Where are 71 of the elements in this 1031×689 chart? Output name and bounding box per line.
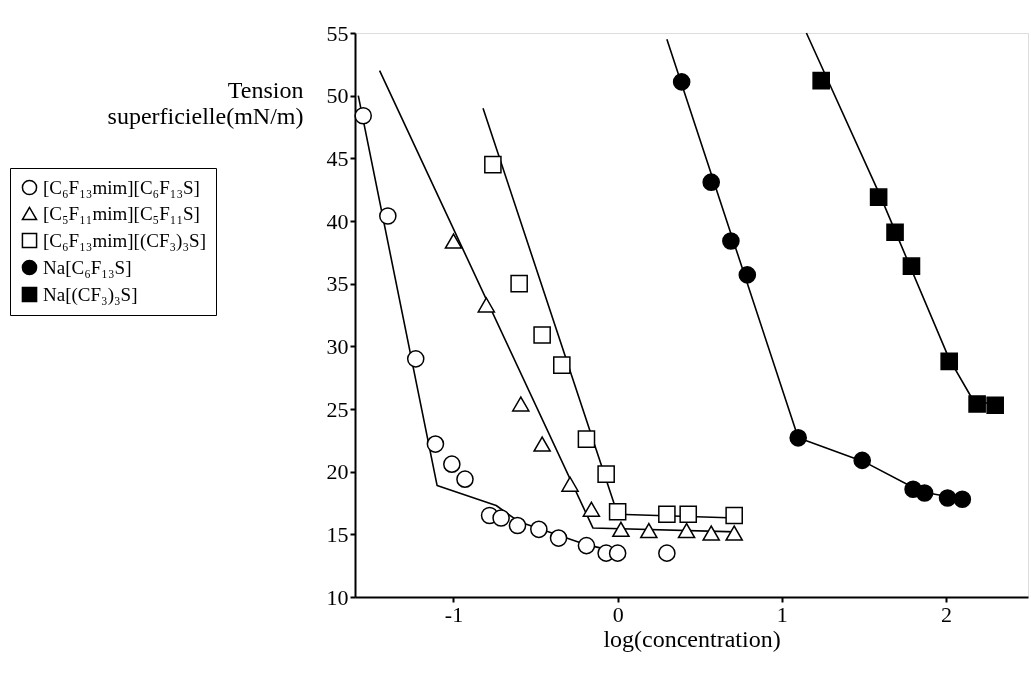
point xyxy=(612,521,630,538)
point xyxy=(725,525,743,541)
point xyxy=(886,223,904,242)
y-tick-label: 30 xyxy=(326,333,349,359)
x-tick-label: 1 xyxy=(776,601,788,627)
point xyxy=(561,476,579,492)
point xyxy=(444,233,463,249)
point xyxy=(508,516,527,535)
point xyxy=(938,489,957,507)
point xyxy=(597,465,615,483)
point xyxy=(533,436,551,452)
point xyxy=(940,352,959,371)
point xyxy=(869,188,888,206)
point xyxy=(658,505,676,524)
point xyxy=(426,435,445,453)
point xyxy=(902,257,921,275)
point xyxy=(553,356,571,374)
legend-label: [C₆F₁₃mim][(CF₃)₃S] xyxy=(43,229,206,252)
point xyxy=(477,297,496,313)
point xyxy=(533,326,551,344)
point xyxy=(722,232,740,250)
point xyxy=(679,505,698,524)
point xyxy=(658,544,676,562)
point xyxy=(577,536,596,555)
x-tick-label: 0 xyxy=(612,601,624,627)
legend-label: Na[C₆F₁₃S] xyxy=(43,256,132,278)
point xyxy=(640,522,658,539)
point xyxy=(968,395,986,413)
legend-label: [C₆F₁₃mim][C₆F₁₃S] xyxy=(43,176,200,198)
legend-label: Na[(CF₃)₃S] xyxy=(43,283,138,306)
point xyxy=(953,490,972,509)
point xyxy=(915,484,934,502)
y-tick-label: 50 xyxy=(326,83,349,109)
point xyxy=(492,509,510,527)
point xyxy=(582,501,601,517)
point xyxy=(511,396,530,412)
point xyxy=(456,470,474,488)
point xyxy=(986,396,1004,415)
legend-label: [C₅F₁₁mim][C₅F₁₁S] xyxy=(43,202,200,224)
point xyxy=(549,529,568,547)
point xyxy=(530,520,548,539)
point xyxy=(510,274,528,293)
y-tick-label: 55 xyxy=(326,20,349,46)
x-tick-label: 2 xyxy=(940,601,952,627)
y-tick-label: 10 xyxy=(326,584,349,610)
y-tick-label: 15 xyxy=(326,521,349,547)
y-tick-label: 35 xyxy=(326,271,349,297)
point xyxy=(484,155,502,174)
point xyxy=(608,544,627,562)
y-tick-label: 25 xyxy=(326,396,349,422)
point xyxy=(677,522,696,539)
point xyxy=(738,266,757,284)
y-axis-title: Tension superficielle(mN/m) xyxy=(107,76,304,129)
x-tick-label: -1 xyxy=(444,601,464,627)
y-tick-label: 40 xyxy=(326,208,349,234)
point xyxy=(702,173,721,191)
point xyxy=(702,525,721,541)
point xyxy=(354,106,373,125)
point xyxy=(789,429,808,447)
point xyxy=(608,502,627,521)
point xyxy=(406,350,425,368)
point xyxy=(853,451,872,470)
point xyxy=(379,207,397,225)
point xyxy=(672,73,691,91)
point xyxy=(443,455,461,473)
point xyxy=(725,506,743,525)
point xyxy=(577,430,596,448)
point xyxy=(812,71,830,90)
x-axis-title: log(concentration) xyxy=(603,625,781,652)
y-tick-label: 20 xyxy=(326,459,349,485)
y-tick-label: 45 xyxy=(326,145,349,171)
